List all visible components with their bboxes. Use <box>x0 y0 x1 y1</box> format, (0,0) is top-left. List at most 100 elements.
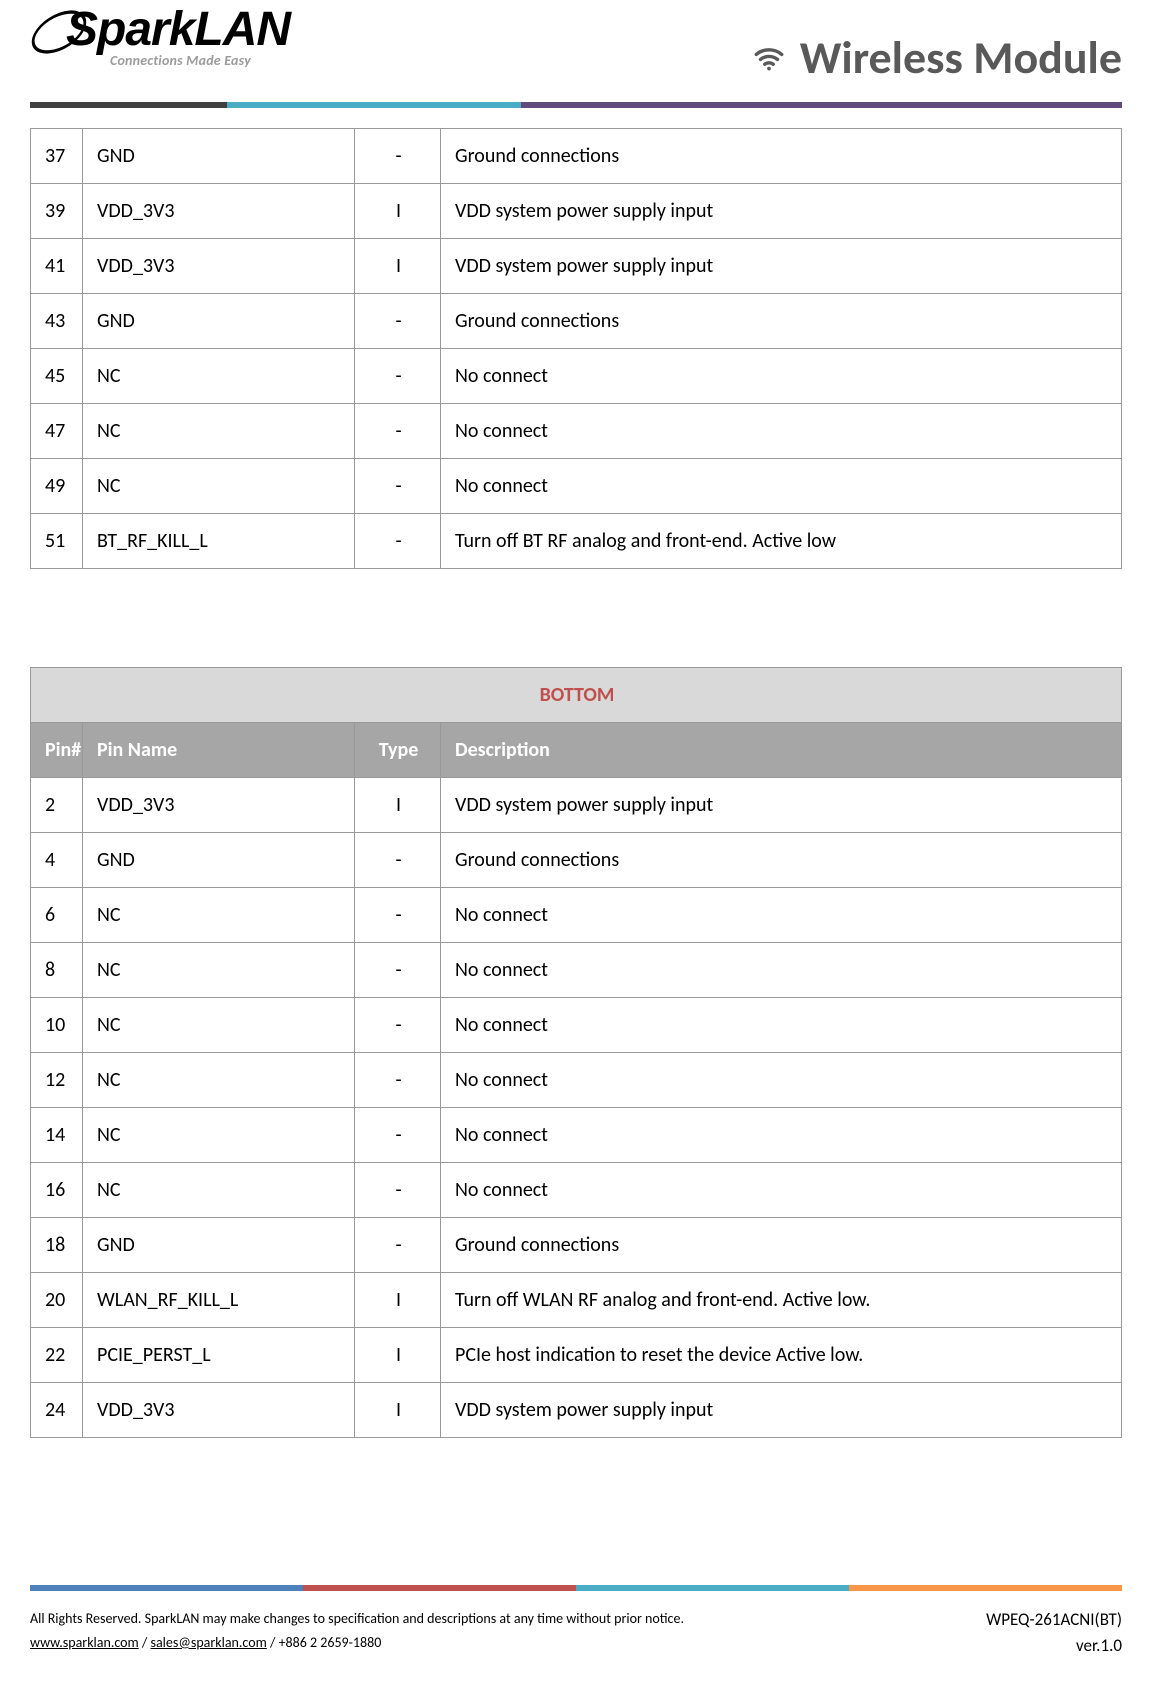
cell-pin: 22 <box>31 1328 83 1383</box>
cell-pin: 8 <box>31 943 83 998</box>
cell-pin: 14 <box>31 1108 83 1163</box>
table-row: 16 NC - No connect <box>31 1163 1122 1218</box>
cell-name: WLAN_RF_KILL_L <box>83 1273 355 1328</box>
cell-desc: PCIe host indication to reset the device… <box>441 1328 1122 1383</box>
cell-desc: No connect <box>441 459 1122 514</box>
cell-desc: No connect <box>441 888 1122 943</box>
cell-pin: 4 <box>31 833 83 888</box>
footer-contact: www.sparklan.com / sales@sparklan.com / … <box>30 1631 684 1655</box>
cell-type: - <box>355 1163 441 1218</box>
footer-rights: All Rights Reserved. SparkLAN may make c… <box>30 1607 684 1631</box>
cell-type: - <box>355 943 441 998</box>
footer-model: WPEQ-261ACNI(BT) <box>986 1607 1122 1633</box>
cell-type: - <box>355 1218 441 1273</box>
cell-desc: Turn off BT RF analog and front-end. Act… <box>441 514 1122 569</box>
cell-name: BT_RF_KILL_L <box>83 514 355 569</box>
cell-pin: 10 <box>31 998 83 1053</box>
cell-desc: Ground connections <box>441 129 1122 184</box>
cell-desc: Turn off WLAN RF analog and front-end. A… <box>441 1273 1122 1328</box>
footer-rule <box>30 1585 1122 1591</box>
table-row: 20 WLAN_RF_KILL_L I Turn off WLAN RF ana… <box>31 1273 1122 1328</box>
cell-type: - <box>355 1053 441 1108</box>
cell-pin: 6 <box>31 888 83 943</box>
cell-name: NC <box>83 1053 355 1108</box>
cell-name: VDD_3V3 <box>83 184 355 239</box>
cell-name: GND <box>83 833 355 888</box>
table-row: 2 VDD_3V3 I VDD system power supply inpu… <box>31 778 1122 833</box>
cell-name: NC <box>83 943 355 998</box>
footer-version: ver.1.0 <box>986 1633 1122 1659</box>
footer-website-link[interactable]: www.sparklan.com <box>30 1634 139 1651</box>
cell-desc: VDD system power supply input <box>441 184 1122 239</box>
cell-pin: 16 <box>31 1163 83 1218</box>
table-row: 47 NC - No connect <box>31 404 1122 459</box>
header-title-text: Wireless Module <box>800 30 1122 86</box>
cell-pin: 49 <box>31 459 83 514</box>
bottom-pin-table: BOTTOM Pin# Pin Name Type Description 2 … <box>30 667 1122 1438</box>
top-pin-table: 37 GND - Ground connections 39 VDD_3V3 I… <box>30 128 1122 569</box>
cell-name: PCIE_PERST_L <box>83 1328 355 1383</box>
head-name: Pin Name <box>83 723 355 778</box>
page-header: SparkLAN Connections Made Easy Wireless … <box>0 0 1152 108</box>
cell-desc: Ground connections <box>441 294 1122 349</box>
table-row: 18 GND - Ground connections <box>31 1218 1122 1273</box>
header-rule-seg-3 <box>521 102 1122 108</box>
cell-type: - <box>355 514 441 569</box>
cell-name: VDD_3V3 <box>83 1383 355 1438</box>
top-pin-table-body: 37 GND - Ground connections 39 VDD_3V3 I… <box>31 129 1122 569</box>
table-row: 49 NC - No connect <box>31 459 1122 514</box>
cell-desc: VDD system power supply input <box>441 1383 1122 1438</box>
cell-desc: Ground connections <box>441 833 1122 888</box>
cell-pin: 51 <box>31 514 83 569</box>
table-row: 51 BT_RF_KILL_L - Turn off BT RF analog … <box>31 514 1122 569</box>
footer-phone: +886 2 2659-1880 <box>279 1634 382 1651</box>
table-title-row: BOTTOM <box>31 668 1122 723</box>
footer-sep: / <box>139 1634 151 1651</box>
cell-desc: No connect <box>441 1163 1122 1218</box>
header-rule-seg-2 <box>227 102 522 108</box>
table-row: 8 NC - No connect <box>31 943 1122 998</box>
cell-desc: No connect <box>441 1108 1122 1163</box>
cell-pin: 39 <box>31 184 83 239</box>
cell-name: GND <box>83 129 355 184</box>
footer-rule-seg-2 <box>303 1585 576 1591</box>
cell-desc: No connect <box>441 404 1122 459</box>
page-content: 37 GND - Ground connections 39 VDD_3V3 I… <box>0 108 1152 1438</box>
logo-text: SparkLAN <box>66 6 290 54</box>
cell-type: I <box>355 1328 441 1383</box>
cell-type: - <box>355 998 441 1053</box>
cell-pin: 37 <box>31 129 83 184</box>
table-title: BOTTOM <box>31 668 1122 723</box>
bottom-pin-table-body: 2 VDD_3V3 I VDD system power supply inpu… <box>31 778 1122 1438</box>
footer-sep: / <box>267 1634 279 1651</box>
cell-pin: 41 <box>31 239 83 294</box>
table-row: 14 NC - No connect <box>31 1108 1122 1163</box>
cell-pin: 45 <box>31 349 83 404</box>
table-row: 41 VDD_3V3 I VDD system power supply inp… <box>31 239 1122 294</box>
cell-type: - <box>355 1108 441 1163</box>
footer-rule-seg-1 <box>30 1585 303 1591</box>
cell-pin: 47 <box>31 404 83 459</box>
footer-rule-seg-4 <box>849 1585 1122 1591</box>
head-desc: Description <box>441 723 1122 778</box>
table-row: 37 GND - Ground connections <box>31 129 1122 184</box>
cell-desc: VDD system power supply input <box>441 239 1122 294</box>
cell-desc: No connect <box>441 998 1122 1053</box>
cell-name: NC <box>83 998 355 1053</box>
cell-desc: Ground connections <box>441 1218 1122 1273</box>
cell-name: NC <box>83 404 355 459</box>
table-row: 4 GND - Ground connections <box>31 833 1122 888</box>
cell-pin: 24 <box>31 1383 83 1438</box>
cell-name: VDD_3V3 <box>83 239 355 294</box>
cell-type: - <box>355 404 441 459</box>
cell-type: I <box>355 778 441 833</box>
cell-type: - <box>355 349 441 404</box>
cell-pin: 18 <box>31 1218 83 1273</box>
cell-name: VDD_3V3 <box>83 778 355 833</box>
cell-name: NC <box>83 1108 355 1163</box>
table-row: 24 VDD_3V3 I VDD system power supply inp… <box>31 1383 1122 1438</box>
footer-email-link[interactable]: sales@sparklan.com <box>150 1634 266 1651</box>
wifi-icon <box>752 41 786 75</box>
table-row: 43 GND - Ground connections <box>31 294 1122 349</box>
header-rule <box>30 102 1122 108</box>
